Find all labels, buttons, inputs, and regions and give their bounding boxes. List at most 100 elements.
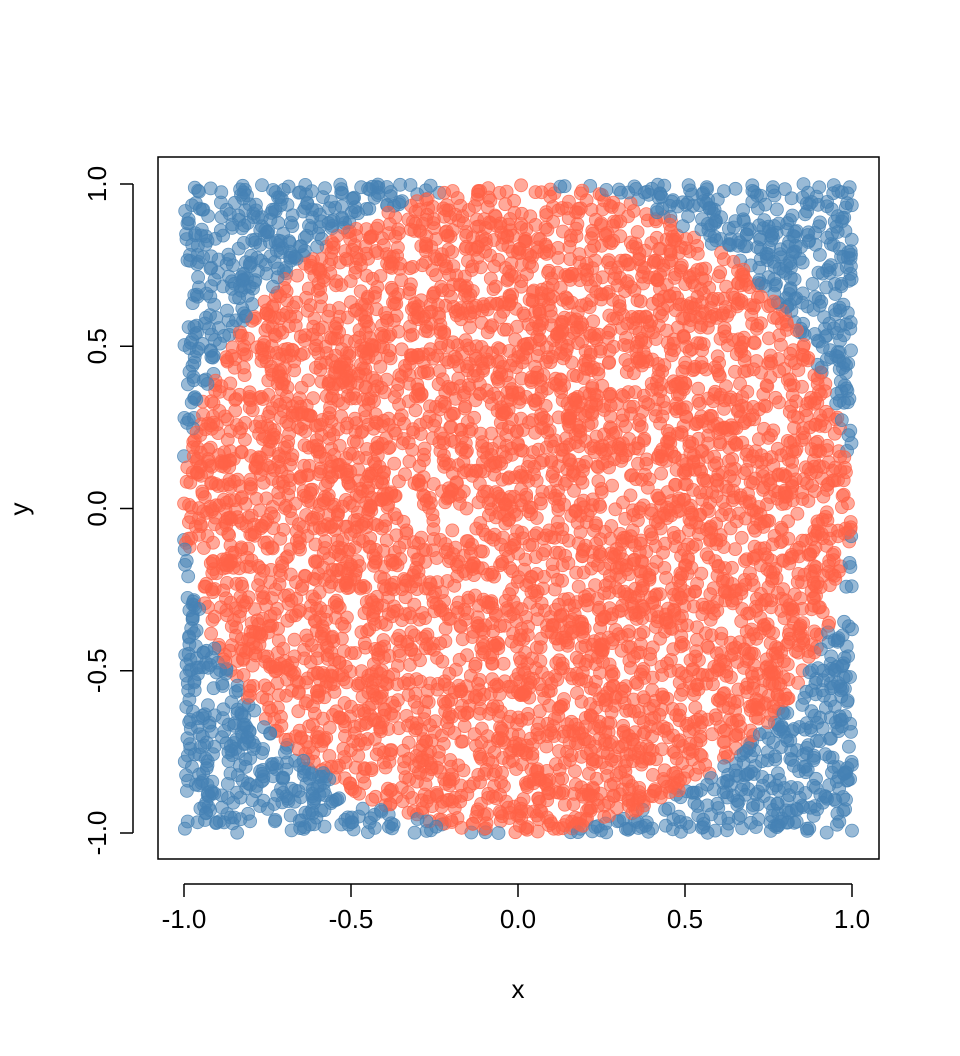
point-inside-circle [675,402,690,417]
point-inside-circle [314,738,329,753]
point-inside-circle [423,399,437,414]
point-outside-circle [814,360,829,375]
point-inside-circle [519,222,534,237]
point-inside-circle [617,684,632,698]
point-inside-circle [669,267,683,282]
point-inside-circle [317,572,332,587]
point-outside-circle [804,704,819,719]
point-inside-circle [251,578,266,593]
point-inside-circle [245,403,260,418]
point-inside-circle [615,598,630,613]
point-inside-circle [628,608,643,622]
point-inside-circle [445,523,460,538]
point-outside-circle [619,821,633,836]
point-outside-circle [829,774,844,789]
point-outside-circle [708,823,723,838]
point-outside-circle [673,815,688,829]
point-inside-circle [460,706,475,720]
point-outside-circle [845,823,859,838]
point-inside-circle [809,627,824,642]
point-outside-circle [247,703,262,718]
point-inside-circle [519,578,534,593]
point-outside-circle [381,820,396,834]
point-inside-circle [723,521,738,536]
point-inside-circle [575,475,590,490]
point-inside-circle [697,473,711,488]
point-outside-circle [283,215,298,230]
point-outside-circle [700,777,715,792]
point-inside-circle [711,269,726,284]
point-inside-circle [775,522,789,537]
point-inside-circle [461,203,476,217]
point-outside-circle [844,343,858,358]
point-inside-circle [427,249,442,264]
point-outside-circle [240,288,255,303]
point-inside-circle [290,268,305,283]
point-inside-circle [247,602,262,617]
point-inside-circle [516,423,530,437]
point-inside-circle [487,679,502,694]
point-inside-circle [711,291,725,306]
point-inside-circle [445,245,460,260]
point-inside-circle [827,426,842,441]
point-outside-circle [199,286,214,301]
point-inside-circle [554,337,569,352]
point-inside-circle [822,578,837,592]
point-inside-circle [426,513,441,528]
point-outside-circle [739,744,754,758]
point-outside-circle [187,391,202,406]
point-inside-circle [584,231,599,246]
point-inside-circle [607,699,622,713]
point-inside-circle [716,687,731,701]
point-outside-circle [553,179,568,194]
point-outside-circle [796,177,811,192]
point-inside-circle [514,178,528,193]
point-inside-circle [552,546,567,560]
point-inside-circle [690,620,704,635]
point-outside-circle [641,824,656,839]
point-outside-circle [188,327,203,341]
point-inside-circle [204,626,219,641]
point-inside-circle [490,733,505,748]
point-outside-circle [658,818,673,833]
point-inside-circle [335,616,349,631]
point-inside-circle [365,229,379,243]
point-inside-circle [522,256,537,270]
point-inside-circle [569,565,584,580]
point-inside-circle [315,666,330,680]
point-inside-circle [401,212,416,227]
point-inside-circle [285,683,299,698]
point-inside-circle [258,323,273,338]
point-outside-circle [728,181,743,196]
point-inside-circle [754,316,768,331]
point-inside-circle [214,455,229,470]
point-inside-circle [470,804,485,819]
point-inside-circle [646,768,660,782]
point-outside-circle [700,182,714,197]
point-outside-circle [773,722,787,737]
point-inside-circle [443,420,458,435]
point-inside-circle [374,492,389,507]
point-outside-circle [213,195,228,210]
point-outside-circle [813,215,827,230]
point-inside-circle [264,338,279,353]
point-inside-circle [608,623,623,637]
point-inside-circle [610,801,624,815]
point-inside-circle [526,445,540,460]
point-outside-circle [186,373,201,388]
point-inside-circle [594,292,609,307]
point-inside-circle [409,749,424,763]
point-inside-circle [329,600,344,614]
point-inside-circle [254,389,268,404]
point-inside-circle [822,615,836,630]
point-inside-circle [343,274,358,288]
point-inside-circle [639,309,653,324]
point-outside-circle [792,720,807,734]
point-inside-circle [626,366,641,381]
point-outside-circle [826,178,841,193]
point-inside-circle [586,314,601,329]
point-inside-circle [463,306,477,321]
point-inside-circle [534,385,549,400]
point-inside-circle [460,415,475,430]
point-inside-circle [289,575,303,590]
